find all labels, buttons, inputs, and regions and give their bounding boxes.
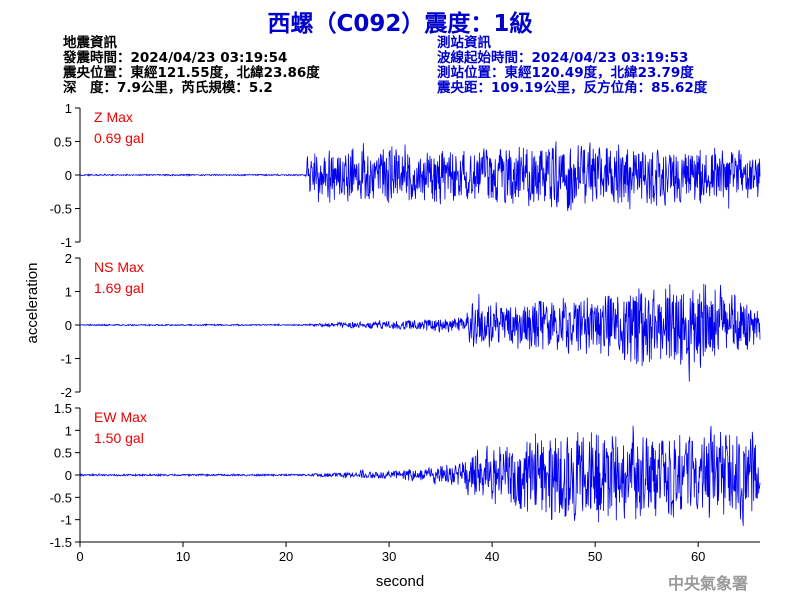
x-tick-label: 50 — [588, 549, 602, 564]
x-tick-label: 10 — [176, 549, 190, 564]
distance-azimuth: 震央距：109.19公里，反方位角：85.62度 — [437, 80, 708, 96]
x-tick-label: 60 — [691, 549, 705, 564]
y-tick-label: -1.5 — [50, 535, 72, 550]
event-info-block: 地震資訊 發震時間：2024/04/23 03:19:54 震央位置：東經121… — [63, 36, 320, 96]
y-tick-label: 0 — [65, 168, 72, 183]
y-tick-label: 1 — [65, 285, 72, 300]
max-value-ns: 1.69 gal — [94, 280, 144, 296]
y-tick-label: 0.5 — [54, 446, 72, 461]
y-tick-label: 0 — [65, 318, 72, 333]
trace-ns — [79, 283, 761, 382]
y-tick-label: -1 — [60, 235, 72, 250]
x-tick-label: 30 — [382, 549, 396, 564]
x-tick-label: 40 — [485, 549, 499, 564]
event-info-heading: 地震資訊 — [63, 35, 117, 51]
y-tick-label: -2 — [60, 385, 72, 400]
y-tick-label: -0.5 — [50, 202, 72, 217]
max-value-ew: 1.50 gal — [94, 430, 144, 446]
trace-z — [79, 141, 761, 212]
max-label-ns: NS Max — [94, 259, 144, 275]
origin-time: 發震時間：2024/04/23 03:19:54 — [63, 50, 288, 66]
y-tick-label: 0 — [65, 468, 72, 483]
depth-magnitude: 深 度：7.9公里，芮氏規模：5.2 — [63, 80, 273, 96]
x-tick-label: 0 — [76, 549, 83, 564]
max-value-z: 0.69 gal — [94, 130, 144, 146]
station-location: 測站位置：東經120.49度，北緯23.79度 — [437, 65, 694, 81]
y-tick-label: 0.5 — [54, 135, 72, 150]
trace-ew — [79, 425, 761, 526]
wave-start-time: 波線起始時間：2024/04/23 03:19:53 — [437, 50, 689, 66]
max-label-z: Z Max — [94, 109, 133, 125]
y-tick-label: 1 — [65, 101, 72, 116]
x-tick-label: 20 — [279, 549, 293, 564]
agency-watermark: 中央氣象署 — [667, 574, 748, 593]
y-tick-label: -1 — [60, 513, 72, 528]
y-tick-label: -1 — [60, 352, 72, 367]
chart-title: 西螺（C092）震度：1級 — [267, 11, 533, 37]
epicenter-location: 震央位置：東經121.55度，北緯23.86度 — [63, 65, 320, 81]
x-axis-title: second — [376, 573, 424, 590]
y-axis-title: acceleration — [24, 263, 41, 344]
station-info-block: 測站資訊 波線起始時間：2024/04/23 03:19:53 測站位置：東經1… — [437, 36, 707, 96]
y-tick-label: 1 — [65, 423, 72, 438]
y-tick-label: 1.5 — [54, 401, 72, 416]
station-info-heading: 測站資訊 — [437, 35, 491, 51]
y-tick-label: -0.5 — [50, 490, 72, 505]
y-tick-label: 2 — [65, 251, 72, 266]
max-label-ew: EW Max — [94, 409, 147, 425]
